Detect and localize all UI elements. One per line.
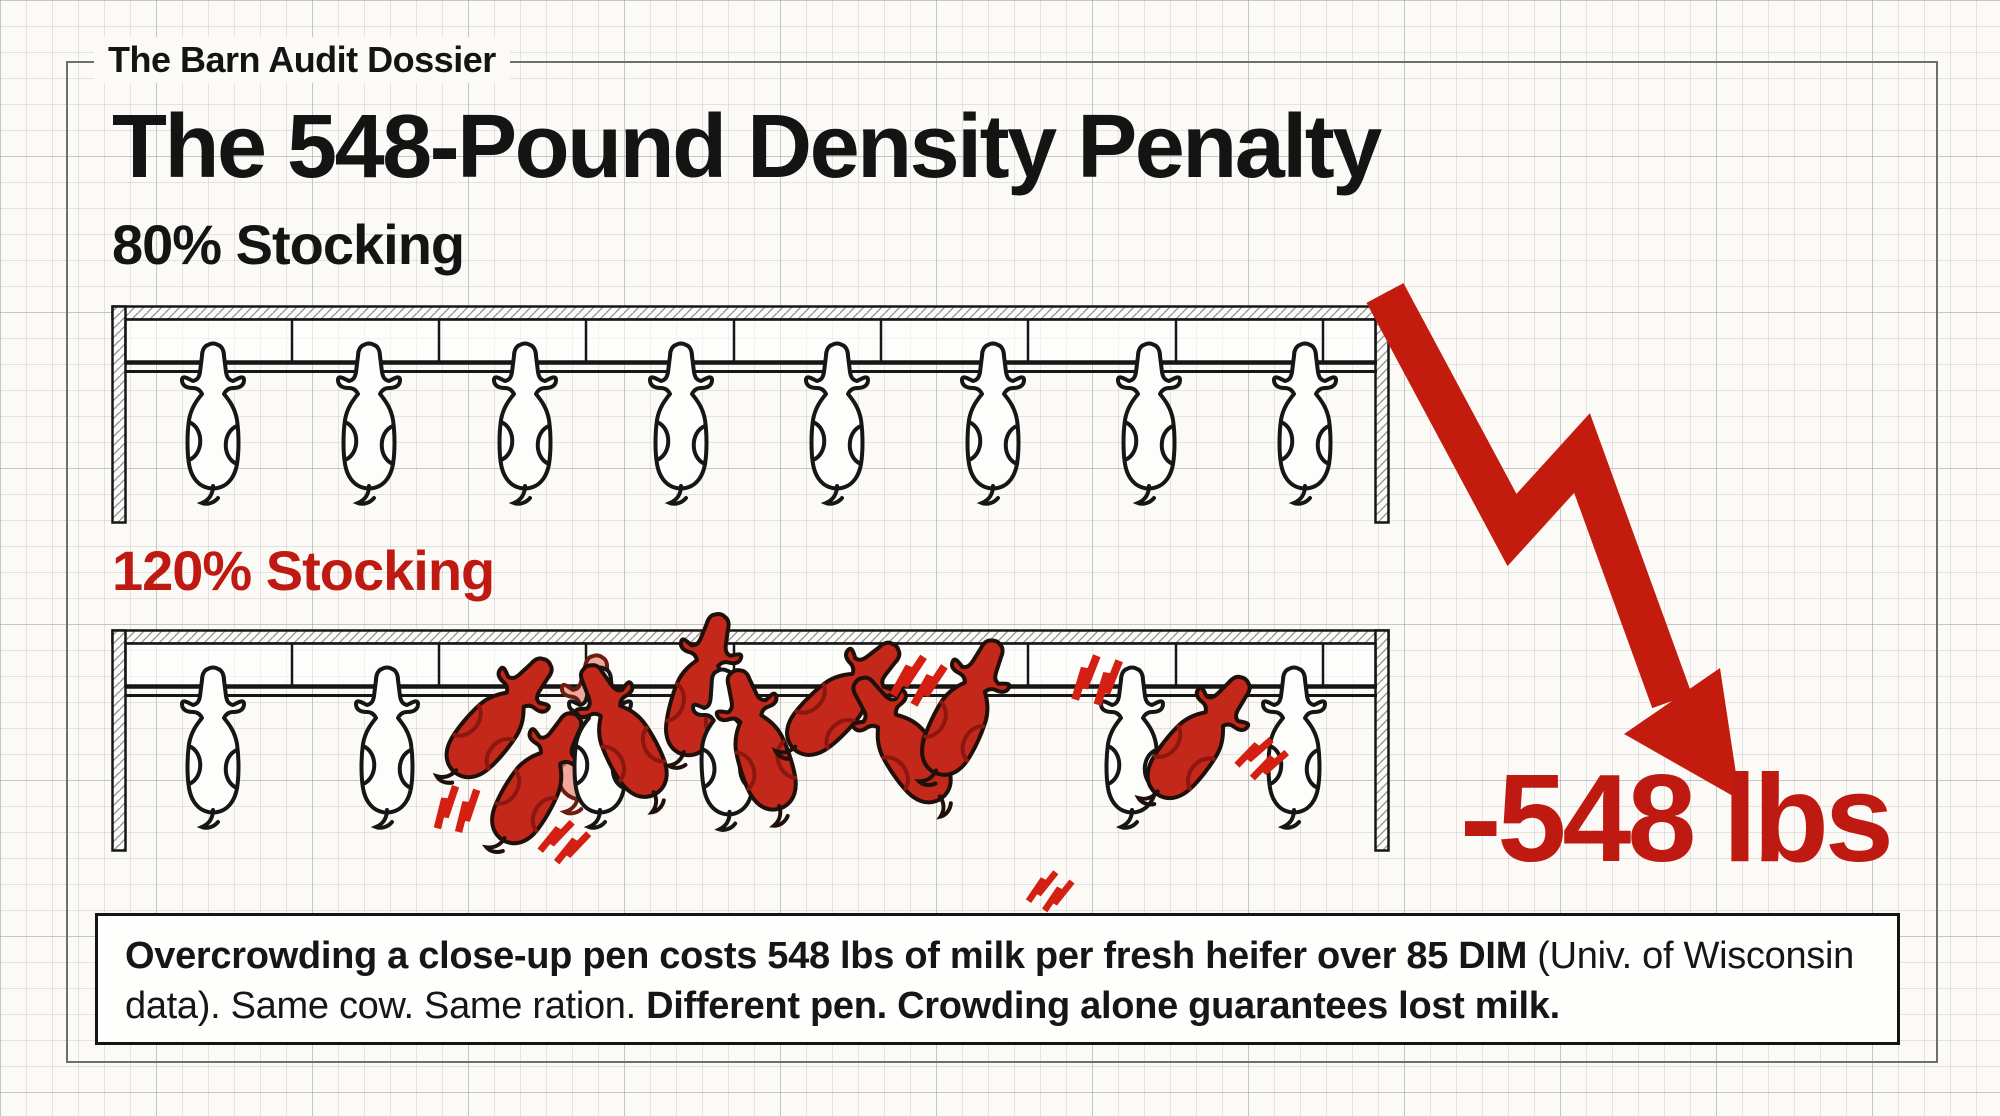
cow-icon (182, 343, 244, 504)
footnote-text-regular: (Univ. of Wisconsin data). Same cow. Sam… (125, 935, 1854, 1028)
footnote-text-bold: Different pen. Crowding alone guarantees… (646, 985, 1560, 1028)
page-title: The 548-Pound Density Penalty (112, 97, 1382, 197)
cow-icon (650, 343, 712, 504)
pen-structure (111, 305, 1390, 524)
cow-row (182, 343, 1336, 504)
right-wall (1374, 629, 1390, 852)
pen-120-diagram (111, 606, 1390, 890)
feed-rail (125, 361, 1377, 373)
left-wall (111, 629, 127, 852)
milk-loss-value: -548 lbs (1460, 750, 1894, 888)
feed-bunk (124, 318, 1377, 363)
cow-icon (1118, 343, 1180, 504)
conflict-zap-icon (428, 781, 486, 837)
feed-wall (111, 629, 1390, 645)
cow-icon (182, 667, 244, 828)
pen-120-label: 120% Stocking (112, 539, 495, 602)
cow-icon (338, 343, 400, 504)
left-wall (111, 305, 127, 524)
conflict-zap-icon (539, 818, 590, 867)
cow-icon (356, 667, 418, 828)
bunk-dividers (290, 319, 1325, 362)
cow-icon (962, 343, 1024, 504)
decline-arrow-icon (1366, 283, 1740, 800)
footnote-box: Overcrowding a close-up pen costs 548 lb… (95, 913, 1900, 1045)
pen-80-label: 80% Stocking (112, 213, 465, 276)
cow-icon (1274, 343, 1336, 504)
dossier-frame (66, 61, 1938, 1063)
cow-icon (494, 343, 556, 504)
dossier-legend-label: The Barn Audit Dossier (94, 37, 510, 83)
footnote-text-bold: Overcrowding a close-up pen costs 548 lb… (125, 935, 1528, 977)
cow-icon (806, 343, 868, 504)
cow-icon (1263, 667, 1325, 828)
pen-80-diagram (111, 305, 1390, 524)
feed-wall (111, 305, 1390, 321)
